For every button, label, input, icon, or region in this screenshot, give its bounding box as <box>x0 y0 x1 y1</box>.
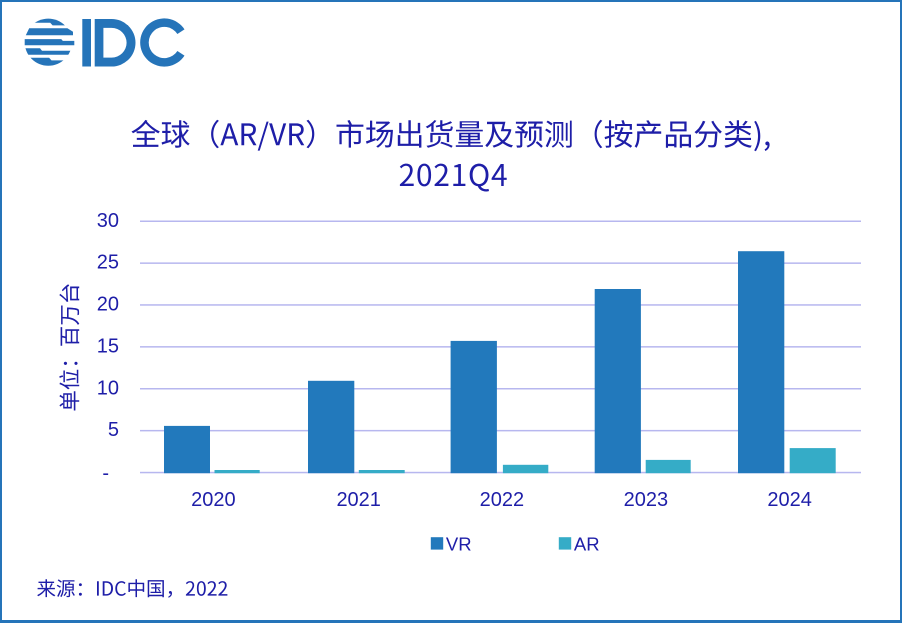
svg-text:2021: 2021 <box>336 489 381 511</box>
svg-text:30: 30 <box>97 210 119 232</box>
svg-text:VR: VR <box>446 534 472 555</box>
svg-text:15: 15 <box>97 336 119 358</box>
svg-text:5: 5 <box>108 419 119 441</box>
svg-text:2024: 2024 <box>767 489 812 511</box>
svg-text:20: 20 <box>97 294 119 316</box>
svg-text:2023: 2023 <box>624 489 669 511</box>
svg-text:-: - <box>102 462 109 484</box>
svg-text:2020: 2020 <box>191 489 236 511</box>
svg-text:25: 25 <box>97 252 119 274</box>
svg-text:AR: AR <box>574 534 600 555</box>
svg-text:2022: 2022 <box>480 489 525 511</box>
svg-text:10: 10 <box>97 377 119 399</box>
